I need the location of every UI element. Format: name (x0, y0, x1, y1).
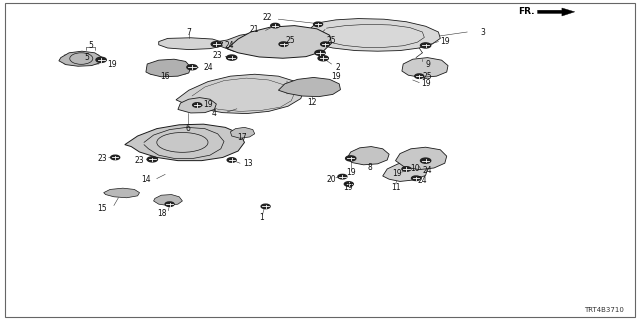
Circle shape (96, 57, 106, 62)
Text: 18: 18 (157, 209, 166, 218)
Polygon shape (230, 127, 255, 138)
Text: 13: 13 (243, 159, 253, 168)
Circle shape (344, 182, 353, 186)
Circle shape (314, 22, 323, 27)
Text: 24: 24 (224, 41, 234, 50)
Text: 10: 10 (410, 164, 420, 172)
Circle shape (321, 42, 330, 46)
Circle shape (318, 56, 328, 61)
Circle shape (338, 174, 347, 179)
Text: 19: 19 (107, 60, 117, 68)
Text: 20: 20 (326, 175, 337, 184)
Text: 23: 23 (134, 156, 145, 164)
Polygon shape (218, 30, 326, 55)
Circle shape (261, 204, 270, 209)
Circle shape (402, 167, 411, 171)
Circle shape (111, 155, 120, 160)
Polygon shape (383, 162, 428, 181)
Text: 8: 8 (367, 163, 372, 172)
Circle shape (193, 103, 202, 107)
Text: 19: 19 (346, 168, 356, 177)
Polygon shape (154, 195, 182, 205)
Text: 5: 5 (84, 53, 89, 62)
Circle shape (227, 55, 237, 60)
Text: 22: 22 (263, 13, 272, 22)
Text: 19: 19 (420, 79, 431, 88)
Polygon shape (396, 147, 447, 170)
Text: 23: 23 (97, 154, 108, 163)
Text: 19: 19 (440, 37, 450, 46)
Text: 24: 24 (203, 63, 213, 72)
Text: 3: 3 (481, 28, 486, 36)
Circle shape (165, 202, 174, 206)
Circle shape (420, 158, 431, 163)
Text: 19: 19 (331, 72, 341, 81)
Circle shape (315, 50, 325, 55)
Polygon shape (178, 98, 216, 113)
Text: 21: 21 (250, 25, 259, 34)
Text: 19: 19 (342, 183, 353, 192)
Polygon shape (307, 19, 440, 51)
Text: 12: 12 (308, 98, 317, 107)
Circle shape (420, 43, 431, 48)
Polygon shape (146, 59, 191, 77)
Circle shape (187, 65, 197, 70)
Text: 19: 19 (392, 169, 402, 178)
Text: 6: 6 (185, 124, 190, 132)
Text: 24: 24 (417, 176, 428, 185)
Text: 14: 14 (141, 175, 151, 184)
Polygon shape (347, 147, 389, 165)
Text: 5: 5 (88, 41, 93, 50)
Text: 11: 11 (391, 183, 400, 192)
Text: 25: 25 (326, 36, 337, 45)
Circle shape (211, 42, 221, 47)
Text: 16: 16 (160, 72, 170, 81)
Circle shape (271, 23, 280, 28)
Text: TRT4B3710: TRT4B3710 (584, 307, 624, 313)
Polygon shape (176, 74, 304, 114)
Text: 9: 9 (425, 60, 430, 68)
Polygon shape (538, 8, 575, 16)
Polygon shape (125, 124, 244, 161)
Circle shape (412, 176, 420, 180)
Text: 7: 7 (186, 28, 191, 36)
Text: 19: 19 (203, 100, 213, 109)
Circle shape (279, 42, 288, 46)
Text: 15: 15 (97, 204, 108, 213)
Text: 4: 4 (212, 109, 217, 118)
Circle shape (346, 156, 356, 161)
Text: 17: 17 (237, 133, 247, 142)
Text: 25: 25 (422, 72, 433, 81)
Polygon shape (159, 38, 223, 50)
Text: 24: 24 (422, 166, 433, 175)
Text: 2: 2 (335, 63, 340, 72)
Text: 1: 1 (259, 213, 264, 222)
Text: 25: 25 (285, 36, 295, 45)
Text: 23: 23 (212, 51, 223, 60)
Polygon shape (104, 188, 140, 198)
Circle shape (415, 74, 424, 78)
Polygon shape (402, 58, 448, 77)
Polygon shape (59, 51, 102, 66)
Polygon shape (227, 26, 332, 58)
Circle shape (227, 158, 236, 162)
Circle shape (147, 157, 157, 162)
Polygon shape (278, 77, 340, 97)
Text: FR.: FR. (518, 7, 534, 16)
